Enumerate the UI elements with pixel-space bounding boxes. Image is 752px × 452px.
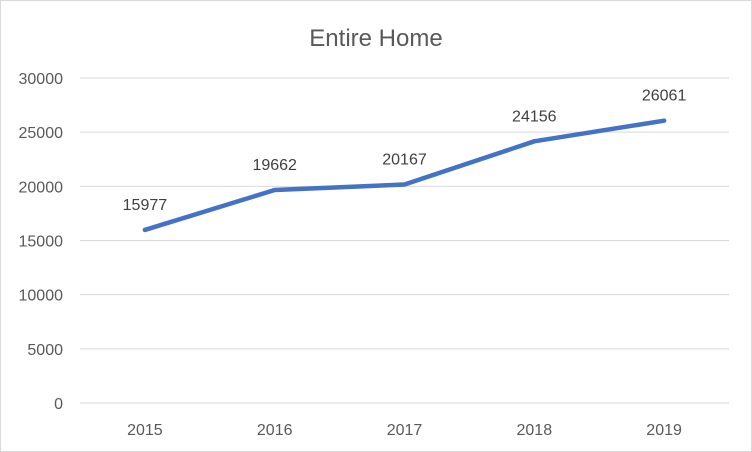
data-labels: 15977 19662 20167 24156 26061: [123, 88, 687, 214]
data-point: [532, 139, 537, 144]
y-tick-label: 0: [54, 396, 63, 413]
data-point: [272, 187, 277, 192]
data-label: 26061: [642, 88, 687, 105]
data-label: 19662: [252, 157, 297, 174]
data-point: [142, 227, 147, 232]
y-axis-ticks: 0 5000 10000 15000 20000 25000 30000: [19, 71, 64, 413]
y-tick-label: 15000: [19, 234, 64, 251]
x-tick-label: 2016: [257, 422, 293, 439]
data-label: 15977: [123, 197, 168, 214]
data-label: 20167: [382, 152, 427, 169]
x-axis-ticks: 2015 2016 2017 2018 2019: [127, 422, 682, 439]
y-tick-label: 25000: [19, 125, 64, 142]
y-tick-label: 5000: [27, 342, 63, 359]
data-point: [662, 118, 667, 123]
x-tick-label: 2015: [127, 422, 163, 439]
x-tick-label: 2018: [517, 422, 553, 439]
series-layer: [142, 118, 667, 233]
chart-title: Entire Home: [309, 25, 442, 52]
x-tick-label: 2019: [646, 422, 682, 439]
data-label: 24156: [512, 108, 557, 125]
y-tick-label: 30000: [19, 71, 64, 88]
data-point: [402, 182, 407, 187]
y-tick-label: 10000: [19, 288, 64, 305]
x-tick-label: 2017: [387, 422, 423, 439]
y-tick-label: 20000: [19, 179, 64, 196]
series-line: [142, 118, 667, 233]
